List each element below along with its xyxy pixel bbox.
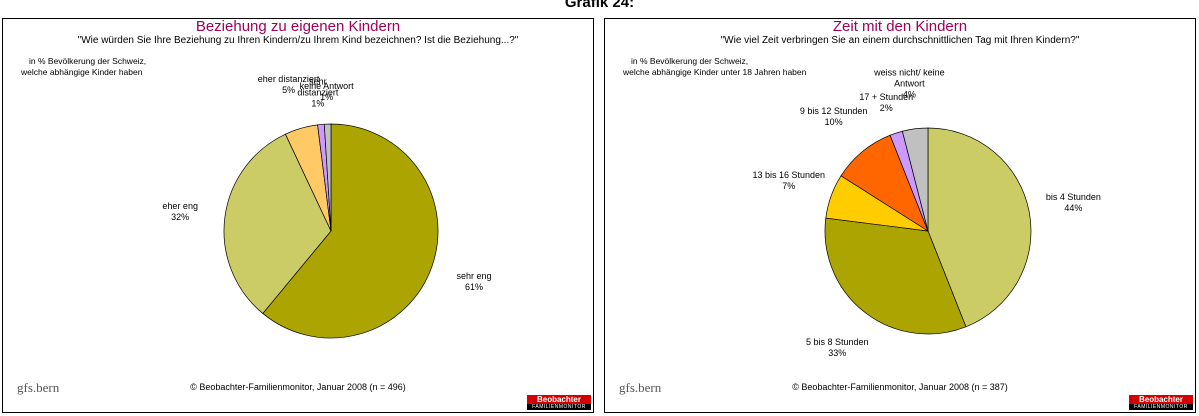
slice-label: keine Antwort 1% [299, 81, 354, 103]
slice-label: 9 bis 12 Stunden 10% [789, 106, 879, 128]
chart-note: in % Bevölkerung der Schweiz, welche abhä… [21, 56, 146, 78]
chart-title: Beziehung zu eigenen Kindern [195, 18, 401, 35]
value-label: 4% [902, 89, 916, 100]
category-label: sehr eng [456, 271, 492, 282]
pie-slice [824, 217, 967, 335]
source: © Beobachter-Familienmonitor, Januar 200… [190, 382, 406, 392]
slice-label: 5 bis 8 Stunden 33% [792, 337, 882, 359]
logo-text: FAMILIENMONITOR [1129, 404, 1193, 410]
slice-label: 13 bis 16 Stunden 7% [744, 170, 834, 192]
value-label: 33% [828, 347, 847, 358]
chart-note: in % Bevölkerung der Schweiz, welche abhä… [623, 56, 806, 78]
pie-slice [223, 133, 332, 314]
category-label: sehr distanziert [297, 76, 339, 98]
category-label: 9 bis 12 Stunden [799, 105, 868, 116]
value-label: 5% [282, 85, 296, 96]
pie-chart [223, 123, 439, 339]
chart-panel: Beziehung zu eigenen Kindern "Wie würden … [2, 18, 594, 413]
note-line: welche abhängige Kinder unter 18 Jahren … [623, 67, 807, 77]
logo-text: Beobachter [527, 395, 591, 404]
pie-chart [824, 127, 1032, 335]
category-label: eher distanziert [257, 74, 320, 85]
pie-slice [901, 127, 929, 232]
value-label: 61% [464, 282, 483, 293]
logo-beobachter: Beobachter FAMILIENMONITOR [1129, 395, 1193, 410]
category-label: bis 4 Stunden [1045, 192, 1101, 203]
category-label: eher eng [162, 200, 198, 211]
value-label: 44% [1064, 203, 1083, 214]
note-line: in % Bevölkerung der Schweiz, [29, 56, 147, 66]
category-label: keine Antwort [299, 81, 354, 92]
value-label: 10% [824, 116, 843, 127]
logo-text: FAMILIENMONITOR [527, 404, 591, 410]
value-label: 7% [782, 180, 796, 191]
page-title: Grafik 24: [564, 0, 635, 11]
source: © Beobachter-Familienmonitor, Januar 200… [792, 382, 1008, 392]
pie-slice [262, 123, 439, 339]
chart-panel: Zeit mit den Kindern "Wie viel Zeit verbr… [604, 18, 1196, 413]
chart-title: Zeit mit den Kindern [832, 18, 968, 35]
category-label: 17 + Stunden [859, 91, 914, 102]
logo-text: Beobachter [1129, 395, 1193, 404]
value-label: 1% [311, 98, 325, 109]
slice-label: eher distanziert 5% [244, 74, 334, 96]
slice-label: weiss nicht/ keine Antwort 4% [864, 68, 954, 101]
slice-label: sehr distanziert 1% [290, 76, 345, 109]
value-label: 32% [171, 211, 190, 222]
value-label: 2% [879, 102, 893, 113]
note-line: in % Bevölkerung der Schweiz, [631, 56, 749, 66]
chart-subtitle: "Wie viel Zeit verbringen Sie an einem d… [720, 35, 1080, 46]
slice-label: 17 + Stunden 2% [859, 92, 914, 114]
category-label: 13 bis 16 Stunden [752, 169, 826, 180]
pie-slice [927, 127, 1032, 328]
logo-beobachter: Beobachter FAMILIENMONITOR [527, 395, 591, 410]
note-line: welche abhängige Kinder haben [21, 67, 143, 77]
logo-gfs: gfs.bern [17, 380, 60, 395]
slice-label: sehr eng 61% [429, 271, 519, 293]
slice-label: eher eng 32% [135, 201, 225, 223]
category-label: 5 bis 8 Stunden [806, 336, 869, 347]
chart-subtitle: "Wie würden Sie Ihre Beziehung zu Ihren … [77, 35, 519, 46]
value-label: 1% [320, 92, 334, 103]
category-label: weiss nicht/ keine Antwort [874, 67, 945, 89]
slice-label: bis 4 Stunden 44% [1028, 192, 1118, 214]
pie-slice [323, 123, 332, 232]
logo-gfs: gfs.bern [619, 380, 662, 395]
